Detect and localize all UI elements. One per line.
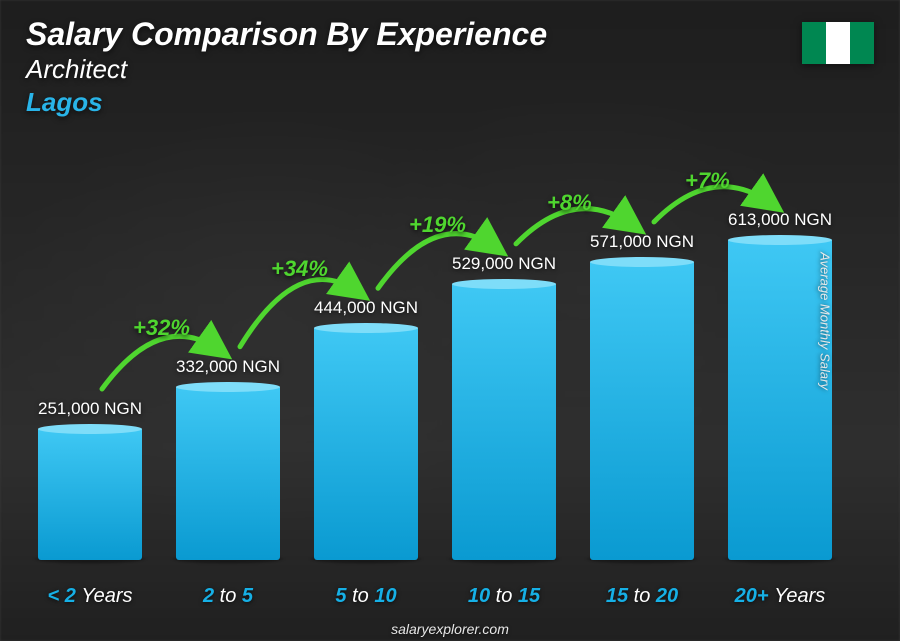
header: Salary Comparison By Experience Architec… xyxy=(26,18,547,118)
x-axis-label: 20+ Years xyxy=(720,585,840,621)
bar-slot: 332,000 NGN xyxy=(168,140,288,560)
bar-slot: 571,000 NGN xyxy=(582,140,702,560)
bar-top-ellipse xyxy=(590,257,693,267)
bar-value-label: 251,000 NGN xyxy=(38,399,142,419)
y-axis-label: Average Monthly Salary xyxy=(818,252,833,390)
xlabel-post: 15 xyxy=(518,585,540,607)
bar-value-label: 571,000 NGN xyxy=(590,232,694,252)
bar-top-ellipse xyxy=(452,279,555,289)
flag-stripe-right xyxy=(850,22,874,64)
xlabel-post: 20 xyxy=(656,585,678,607)
xlabel-pre: < 2 xyxy=(47,585,81,607)
bar xyxy=(452,284,555,560)
flag-stripe-left xyxy=(802,22,826,64)
bar-slot: 251,000 NGN xyxy=(30,140,150,560)
xlabel-post: Years xyxy=(774,585,825,607)
bars-container: 251,000 NGN 332,000 NGN 444,000 NGN 529,000… xyxy=(30,140,840,560)
page-title: Salary Comparison By Experience xyxy=(26,18,547,52)
nigeria-flag-icon xyxy=(802,22,874,64)
bar-slot: 444,000 NGN xyxy=(306,140,426,560)
bar-value-label: 444,000 NGN xyxy=(314,298,418,318)
bar-value-label: 613,000 NGN xyxy=(728,210,832,230)
bar-body xyxy=(176,387,279,560)
subtitle-role: Architect xyxy=(26,54,547,85)
salary-bar-chart: 251,000 NGN 332,000 NGN 444,000 NGN 529,000… xyxy=(30,140,840,560)
bar-body xyxy=(590,262,693,560)
xlabel-post: Years xyxy=(81,585,132,607)
xlabel-to: to xyxy=(496,585,518,607)
bar-top-ellipse xyxy=(38,424,141,434)
bar-top-ellipse xyxy=(176,382,279,392)
bar-body xyxy=(314,328,417,560)
xlabel-to: to xyxy=(220,585,242,607)
footer-attribution: salaryexplorer.com xyxy=(0,621,900,637)
x-axis: < 2 Years2 to 55 to 1010 to 1515 to 2020… xyxy=(30,585,840,621)
subtitle-city: Lagos xyxy=(26,87,547,118)
bar xyxy=(728,240,831,560)
xlabel-post: 5 xyxy=(242,585,253,607)
xlabel-pre: 10 xyxy=(468,585,496,607)
x-axis-label: < 2 Years xyxy=(30,585,150,621)
bar-value-label: 332,000 NGN xyxy=(176,357,280,377)
xlabel-post: 10 xyxy=(374,585,396,607)
xlabel-pre: 5 xyxy=(335,585,352,607)
xlabel-pre: 2 xyxy=(203,585,220,607)
bar xyxy=(176,387,279,560)
x-axis-label: 10 to 15 xyxy=(444,585,564,621)
x-axis-label: 2 to 5 xyxy=(168,585,288,621)
x-axis-label: 15 to 20 xyxy=(582,585,702,621)
bar-body xyxy=(728,240,831,560)
bar xyxy=(590,262,693,560)
bar xyxy=(38,429,141,560)
bar xyxy=(314,328,417,560)
bar-top-ellipse xyxy=(728,235,831,245)
bar-body xyxy=(38,429,141,560)
bar-body xyxy=(452,284,555,560)
flag-stripe-mid xyxy=(826,22,850,64)
bar-value-label: 529,000 NGN xyxy=(452,254,556,274)
xlabel-pre: 20+ xyxy=(735,585,774,607)
x-axis-label: 5 to 10 xyxy=(306,585,426,621)
bar-slot: 529,000 NGN xyxy=(444,140,564,560)
xlabel-to: to xyxy=(634,585,656,607)
xlabel-pre: 15 xyxy=(606,585,634,607)
xlabel-to: to xyxy=(352,585,374,607)
